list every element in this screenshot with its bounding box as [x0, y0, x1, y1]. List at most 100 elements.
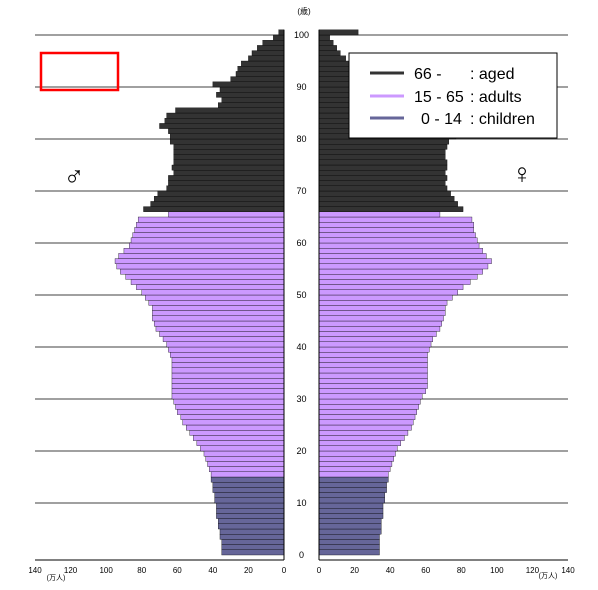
male-bar-age-15	[210, 471, 285, 478]
male-bar-age-24	[186, 424, 285, 431]
male-bar-age-30	[171, 393, 285, 400]
male-bar-age-89	[219, 86, 285, 93]
male-bar-age-100	[278, 29, 285, 36]
male-bar-age-62	[134, 227, 285, 233]
male-bar-age-64	[137, 216, 285, 223]
female-bar-age-99	[318, 34, 330, 41]
female-bar-age-17	[318, 461, 393, 467]
female-bar-age-5	[318, 523, 382, 530]
female-bar-age-47	[318, 305, 446, 311]
female-x-tick-label-40: 40	[386, 566, 395, 575]
male-bar-age-77	[173, 149, 285, 155]
male-bar-age-57	[118, 253, 285, 259]
male-bar-age-18	[205, 456, 285, 462]
female-bar-age-56	[318, 258, 492, 264]
male-bar-age-21	[196, 440, 285, 446]
female-bar-age-19	[318, 450, 396, 457]
female-bar-age-35	[318, 367, 428, 374]
male-bar-age-95	[248, 55, 285, 62]
female-bar-age-66	[318, 206, 464, 212]
highlight-box	[39, 51, 120, 92]
male-bar-age-73	[173, 170, 285, 176]
male-bar-age-3	[219, 534, 285, 540]
female-x-tick-label-140: 140	[561, 566, 575, 575]
male-bar-age-88	[216, 92, 285, 98]
female-bar-age-61	[318, 232, 476, 238]
legend-adults-label: : adults	[470, 89, 522, 106]
male-bar-age-35	[171, 367, 285, 374]
female-bar-age-48	[318, 300, 448, 306]
female-bar-age-45	[318, 315, 444, 322]
age-tick-label-20: 20	[296, 446, 306, 456]
male-bar-age-44	[153, 320, 285, 327]
legend-adults-range: 15 - 65	[414, 89, 464, 106]
female-bar-age-1	[318, 544, 380, 550]
legend-children-range: 0 - 14	[421, 111, 462, 128]
male-x-tick-label-80: 80	[137, 566, 146, 575]
male-bar-age-69	[157, 190, 285, 197]
male-bar-age-45	[152, 315, 285, 322]
female-bar-age-41	[318, 336, 434, 342]
age-tick-label-90: 90	[296, 82, 306, 92]
female-bars	[318, 29, 492, 556]
age-tick-label-0: 0	[299, 550, 304, 560]
female-bar-age-39	[318, 346, 430, 353]
male-bar-age-36	[171, 362, 285, 368]
male-bar-age-20	[200, 445, 285, 452]
male-bar-age-47	[152, 305, 285, 311]
female-bar-age-58	[318, 248, 483, 254]
male-bar-age-78	[173, 144, 285, 150]
male-bar-age-76	[173, 154, 285, 160]
female-bar-age-27	[318, 409, 417, 415]
male-bar-age-53	[125, 274, 285, 280]
male-bar-age-40	[166, 341, 285, 348]
male-bar-age-12	[212, 487, 285, 493]
female-bar-age-33	[318, 378, 428, 384]
male-bar-age-14	[210, 476, 285, 483]
male-bar-age-94	[241, 60, 285, 67]
male-bar-age-96	[251, 50, 285, 56]
female-bar-age-40	[318, 341, 432, 348]
legend-children-label: : children	[470, 111, 535, 128]
age-tick-label-80: 80	[296, 134, 306, 144]
male-bar-age-17	[207, 461, 285, 467]
male-x-tick-label-40: 40	[208, 566, 217, 575]
male-bar-age-19	[203, 450, 285, 457]
female-bar-age-67	[318, 201, 458, 207]
female-bar-age-70	[318, 185, 448, 192]
legend-aged-label: : aged	[470, 66, 514, 83]
male-bar-age-66	[143, 206, 285, 212]
male-bar-age-68	[153, 196, 285, 202]
female-bar-age-59	[318, 242, 480, 249]
male-bar-age-58	[123, 248, 285, 254]
female-bar-age-44	[318, 320, 442, 327]
male-bar-age-70	[166, 185, 285, 192]
female-bar-age-55	[318, 263, 489, 270]
male-bar-age-9	[216, 502, 285, 509]
female-bar-age-20	[318, 445, 398, 452]
male-bar-age-4	[219, 528, 285, 535]
male-bars	[114, 29, 285, 556]
female-bar-age-42	[318, 331, 437, 337]
age-unit-label: (歳)	[297, 6, 311, 16]
female-bar-age-69	[318, 190, 451, 197]
female-bar-age-10	[318, 497, 385, 504]
male-bar-age-74	[171, 164, 285, 171]
male-bar-age-41	[162, 336, 285, 342]
male-bar-age-33	[171, 378, 285, 384]
age-tick-label-50: 50	[296, 290, 306, 300]
male-x-tick-label-120: 120	[64, 566, 78, 575]
male-symbol: ♂	[64, 161, 85, 192]
female-bar-age-98	[318, 40, 334, 46]
male-bar-age-25	[182, 419, 285, 426]
male-bar-age-10	[214, 497, 285, 504]
male-bar-age-91	[230, 76, 285, 82]
male-x-unit-label: (万人)	[47, 574, 66, 582]
male-bar-age-37	[171, 357, 285, 363]
female-bar-age-21	[318, 440, 401, 446]
age-tick-label-60: 60	[296, 238, 306, 248]
male-bar-age-42	[159, 331, 285, 337]
female-x-tick-label-120: 120	[526, 566, 540, 575]
male-x-tick-label-20: 20	[244, 566, 253, 575]
